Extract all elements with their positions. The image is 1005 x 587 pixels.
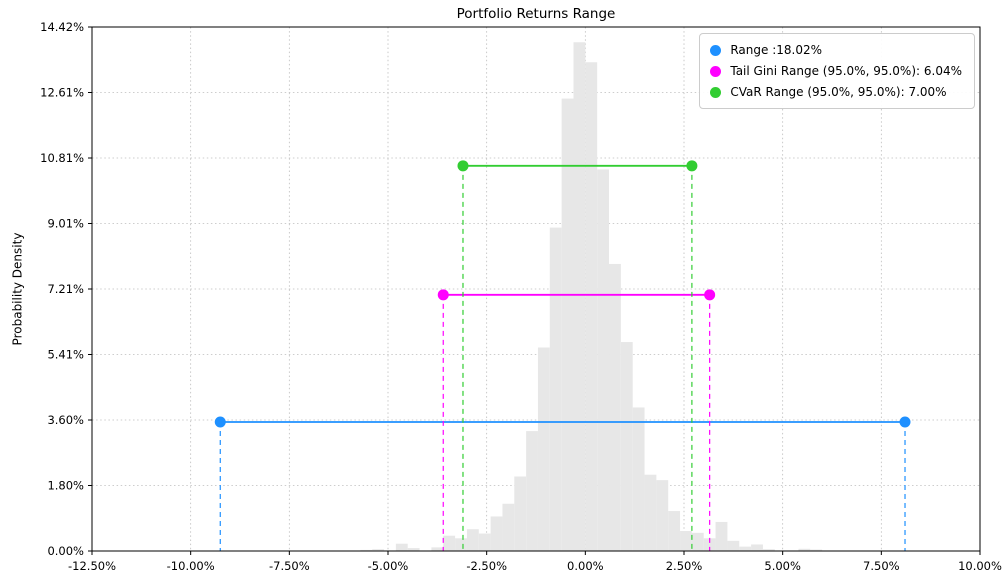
- legend-label-tail-gini-range: Tail Gini Range (95.0%, 95.0%): 6.04%: [730, 64, 962, 78]
- histogram-bar: [537, 347, 550, 551]
- tail-gini-marker-icon: [710, 65, 722, 77]
- legend-label-range: Range :18.02%: [730, 43, 823, 57]
- tail-gini-range-endpoint-left: [437, 289, 449, 301]
- histogram-bar: [727, 540, 740, 551]
- y-tick-label: 0.00%: [47, 544, 84, 558]
- range-endpoint-right: [899, 416, 911, 428]
- range-marker-icon: [710, 44, 722, 56]
- histogram-bar: [490, 516, 503, 551]
- legend-item-cvar-range: CVaR Range (95.0%, 95.0%): 7.00%: [710, 85, 962, 99]
- histogram-bar: [762, 549, 775, 551]
- histogram-bar: [502, 503, 515, 551]
- x-tick-label: 7.50%: [863, 559, 900, 573]
- histogram-bar: [715, 521, 728, 551]
- histogram-bar: [668, 511, 681, 551]
- histogram-bar: [597, 169, 610, 552]
- x-tick-label: -7.50%: [269, 559, 310, 573]
- histogram-bar: [443, 535, 456, 551]
- y-tick-label: 7.21%: [47, 282, 84, 296]
- histogram-bar: [431, 547, 444, 551]
- legend: Range :18.02% Tail Gini Range (95.0%, 95…: [699, 33, 975, 109]
- histogram-bar: [810, 549, 823, 551]
- legend-item-tail-gini-range: Tail Gini Range (95.0%, 95.0%): 6.04%: [710, 64, 962, 78]
- y-tick-label: 9.01%: [47, 217, 84, 231]
- histogram-bar: [680, 531, 692, 551]
- histogram-bar: [395, 543, 408, 551]
- x-tick-label: -12.50%: [68, 559, 116, 573]
- histogram-bar: [466, 529, 479, 551]
- x-tick-label: -2.50%: [466, 559, 507, 573]
- histogram-bar: [620, 342, 633, 551]
- x-tick-label: 5.00%: [764, 559, 801, 573]
- histogram-bar: [644, 474, 657, 551]
- histogram-bar: [478, 533, 491, 551]
- range-endpoint-left: [214, 416, 226, 428]
- cvar-range-endpoint-left: [457, 160, 469, 172]
- x-tick-label: -10.00%: [167, 559, 215, 573]
- histogram-bar: [526, 431, 538, 551]
- histogram-bar: [360, 549, 373, 551]
- legend-item-range: Range :18.02%: [710, 43, 962, 57]
- histogram-bar: [585, 62, 598, 552]
- histogram-bar: [514, 476, 527, 551]
- y-tick-label: 5.41%: [47, 348, 84, 362]
- histogram-bar: [609, 263, 621, 551]
- histogram-bar: [561, 98, 574, 552]
- x-tick-label: 0.00%: [567, 559, 604, 573]
- legend-label-cvar-range: CVaR Range (95.0%, 95.0%): 7.00%: [730, 85, 947, 99]
- y-tick-label: 10.81%: [40, 151, 84, 165]
- histogram-bar: [407, 548, 420, 551]
- histogram-bar: [573, 42, 586, 551]
- cvar-range-endpoint-right: [686, 160, 698, 172]
- histogram-bar: [656, 480, 669, 551]
- y-tick-label: 14.42%: [40, 20, 84, 34]
- histogram-bar: [455, 538, 467, 551]
- x-tick-label: 2.50%: [666, 559, 703, 573]
- y-tick-label: 3.60%: [47, 413, 84, 427]
- chart-title: Portfolio Returns Range: [456, 6, 616, 22]
- histogram-bar: [549, 227, 562, 551]
- histogram-bar: [798, 548, 811, 551]
- y-tick-label: 1.80%: [47, 479, 84, 493]
- histogram-bar: [739, 546, 752, 551]
- tail-gini-range-endpoint-right: [704, 289, 716, 301]
- y-tick-label: 12.61%: [40, 86, 84, 100]
- histogram-bar: [751, 544, 763, 551]
- cvar-marker-icon: [710, 86, 722, 98]
- histogram-bar: [372, 549, 385, 551]
- x-tick-label: -5.00%: [368, 559, 409, 573]
- histogram-bar: [632, 407, 645, 551]
- histogram-bar: [691, 532, 704, 551]
- histogram-bar: [703, 538, 716, 551]
- x-tick-label: 10.00%: [958, 559, 1002, 573]
